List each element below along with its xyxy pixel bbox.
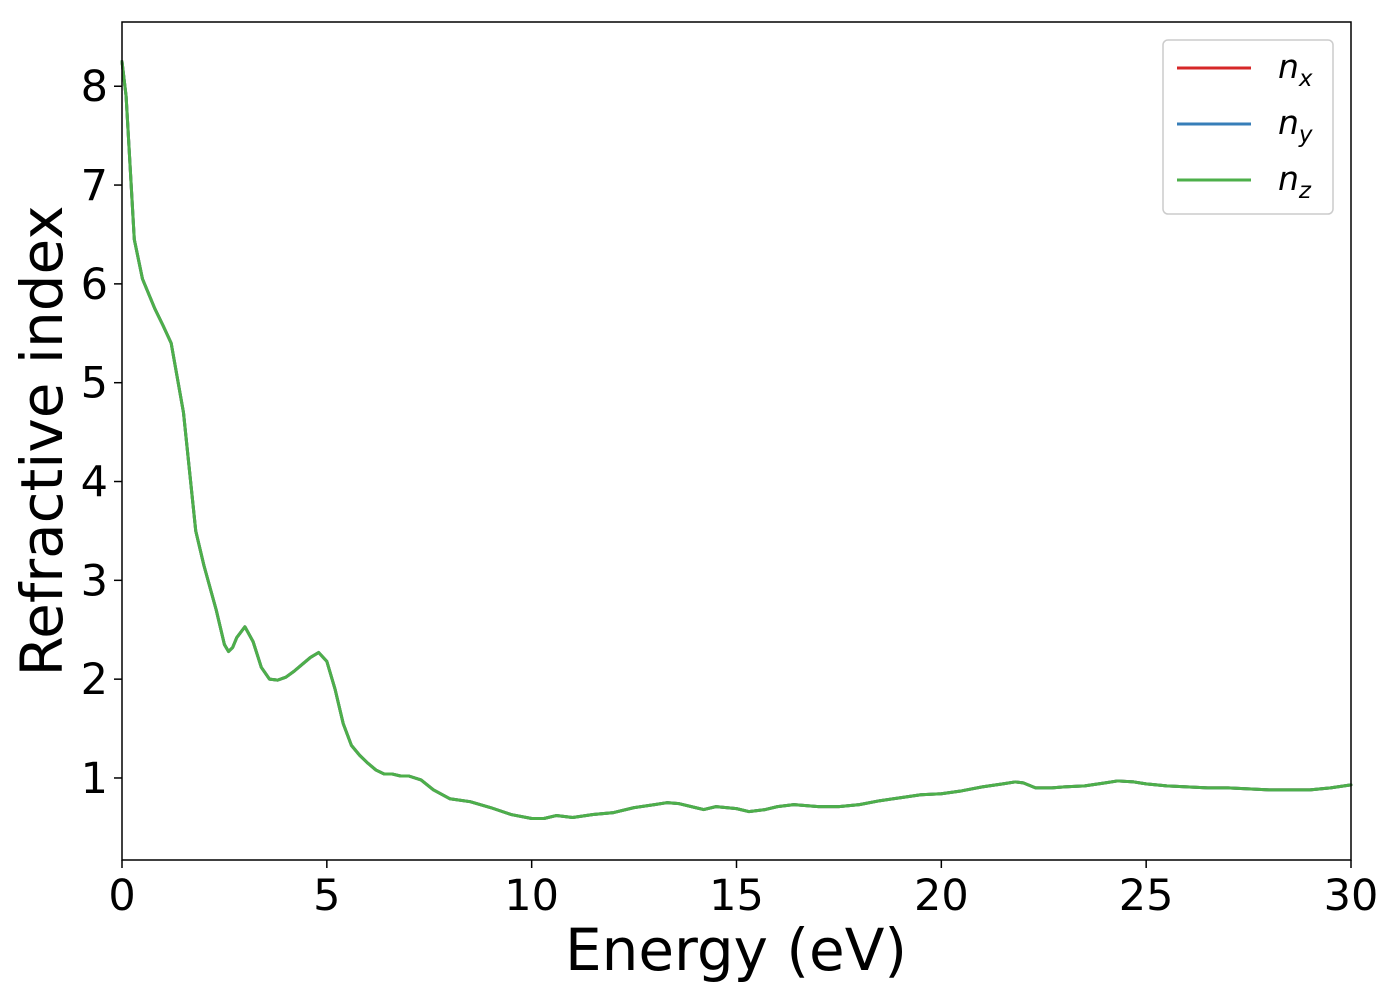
x-tick-label: 20 [914, 871, 969, 921]
x-tick-label: 25 [1119, 871, 1174, 921]
x-axis-title: Energy (eV) [565, 916, 907, 984]
legend: nx ny nz [1162, 39, 1334, 215]
legend-label-1: ny [1278, 103, 1313, 148]
series-layer [120, 60, 1353, 820]
y-tick-label: 8 [81, 62, 108, 112]
x-tick-label: 30 [1324, 871, 1379, 921]
y-tick-label: 2 [81, 655, 108, 705]
y-axis-title: Refractive index [8, 205, 76, 676]
x-tick-label: 10 [504, 871, 559, 921]
y-tick-label: 1 [81, 754, 108, 804]
x-tick-label: 15 [709, 871, 764, 921]
x-tick-label: 5 [313, 871, 340, 921]
y-tick-label: 7 [81, 161, 108, 211]
y-axis: 1 2 3 4 5 6 7 8 [81, 62, 122, 804]
series-line-2 [120, 60, 1353, 820]
y-tick-label: 5 [81, 359, 108, 409]
x-tick-label: 0 [108, 871, 135, 921]
x-axis: 0 5 10 15 20 25 30 [108, 860, 1378, 921]
y-tick-label: 4 [81, 458, 108, 508]
legend-label-0: nx [1278, 47, 1313, 92]
y-tick-label: 6 [81, 260, 108, 310]
plot-area [122, 22, 1351, 860]
legend-box [1162, 39, 1334, 215]
y-tick-label: 3 [81, 556, 108, 606]
legend-label-2: nz [1278, 159, 1312, 204]
